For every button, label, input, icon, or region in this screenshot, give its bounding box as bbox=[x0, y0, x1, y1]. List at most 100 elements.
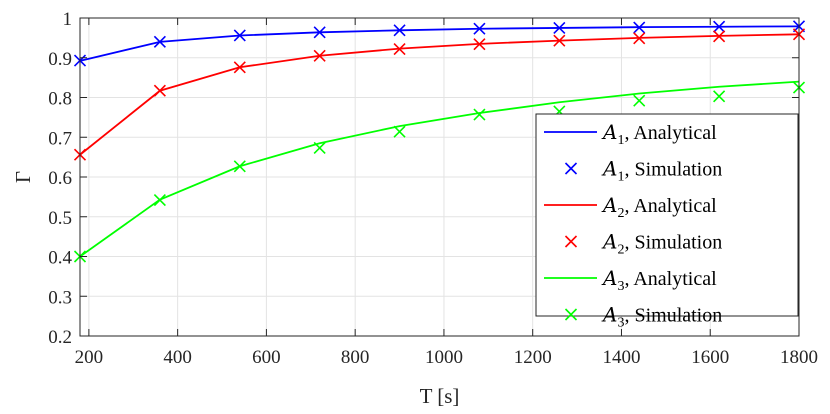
series-marker-2 bbox=[153, 35, 166, 48]
legend-marker-swatch bbox=[564, 162, 578, 175]
series-marker-6-stroke-b bbox=[393, 125, 406, 138]
legend-entry-label: A1, Analytical bbox=[601, 120, 717, 148]
y-tick-label: 0.4 bbox=[48, 248, 72, 269]
series-marker-2 bbox=[713, 20, 726, 33]
legend-entry-subscript: 1 bbox=[617, 133, 624, 148]
series-marker-4-stroke-b bbox=[713, 30, 726, 43]
legend-entry-symbol: A bbox=[601, 193, 617, 217]
legend-entry-symbol: A bbox=[601, 230, 617, 254]
series-marker-4-stroke-b bbox=[553, 34, 566, 47]
y-tick-label: 1 bbox=[63, 9, 73, 30]
series-line-1 bbox=[79, 25, 800, 62]
series-marker-6-stroke-b bbox=[473, 108, 486, 121]
legend-entry-label: A2, Simulation bbox=[601, 230, 722, 258]
legend-entry-label: A2, Analytical bbox=[601, 193, 717, 221]
x-tick-label: 400 bbox=[163, 347, 192, 368]
series-marker-6-stroke-b bbox=[313, 141, 326, 155]
legend-entry-symbol: A bbox=[601, 303, 617, 327]
legend-entry-label: A1, Simulation bbox=[601, 157, 722, 185]
series-marker-6 bbox=[393, 125, 406, 138]
x-tick-label: 200 bbox=[75, 347, 104, 368]
series-marker-4 bbox=[313, 49, 326, 62]
legend-entry-subscript: 1 bbox=[617, 170, 624, 185]
x-tick-label: 1800 bbox=[780, 347, 818, 368]
series-marker-2 bbox=[313, 26, 326, 39]
series-marker-4-stroke-b bbox=[633, 32, 646, 45]
y-tick-label: 0.2 bbox=[48, 327, 72, 348]
series-line-5 bbox=[79, 80, 800, 258]
series-marker-2-stroke-b bbox=[313, 26, 326, 39]
x-tick-label: 600 bbox=[252, 347, 281, 368]
legend-entry-label: A3, Analytical bbox=[601, 266, 717, 294]
series-marker-4-stroke-b bbox=[233, 61, 246, 74]
y-tick-label: 0.6 bbox=[48, 168, 72, 189]
series-marker-4-stroke-b bbox=[313, 49, 326, 62]
y-tick-label: 0.9 bbox=[48, 49, 72, 70]
series-marker-4-stroke-b bbox=[473, 38, 486, 51]
legend-entry-subscript: 3 bbox=[617, 279, 624, 294]
series-marker-2-stroke-b bbox=[393, 24, 406, 37]
legend-entry-text: , Simulation bbox=[624, 159, 722, 181]
series-marker-2-stroke-b bbox=[633, 21, 646, 34]
series-marker-6 bbox=[313, 141, 326, 155]
series-marker-4-stroke-b bbox=[393, 42, 406, 56]
series-marker-2 bbox=[233, 29, 246, 42]
y-tick-label: 0.5 bbox=[48, 208, 72, 229]
series-marker-6-stroke-b bbox=[153, 193, 166, 207]
series-marker-6-stroke-b bbox=[713, 90, 726, 103]
series-marker-6 bbox=[713, 90, 726, 103]
y-tick-label: 0.7 bbox=[48, 128, 72, 149]
series-marker-2-stroke-b bbox=[713, 20, 726, 33]
legend-marker-swatch-stroke-b bbox=[564, 235, 578, 248]
series-marker-6-stroke-b bbox=[233, 160, 246, 173]
legend-entry-text: , Simulation bbox=[624, 232, 722, 254]
legend-entry-subscript: 2 bbox=[617, 206, 624, 221]
legend-entry-text: , Analytical bbox=[624, 122, 717, 144]
series-layer bbox=[73, 20, 806, 263]
legend-marker-swatch-stroke-b bbox=[564, 308, 578, 321]
series-marker-2 bbox=[633, 21, 646, 34]
legend-box bbox=[535, 113, 799, 317]
series-marker-4 bbox=[633, 32, 646, 45]
series-marker-6 bbox=[633, 94, 646, 107]
series-marker-2 bbox=[393, 24, 406, 37]
y-tick-label: 0.3 bbox=[48, 287, 72, 308]
series-marker-4 bbox=[153, 84, 166, 97]
legend-entry-label: A3, Simulation bbox=[601, 303, 722, 331]
legend-entry-subscript: 2 bbox=[617, 243, 624, 258]
series-marker-6 bbox=[233, 160, 246, 173]
x-axis-label: T [s] bbox=[420, 384, 460, 408]
legend-entry-text: , Analytical bbox=[624, 195, 717, 217]
series-marker-4 bbox=[553, 34, 566, 47]
series-marker-2-stroke-b bbox=[553, 21, 566, 35]
x-tick-label: 1400 bbox=[602, 347, 640, 368]
series-line-3 bbox=[79, 33, 800, 156]
series-marker-4 bbox=[713, 30, 726, 43]
y-tick-label: 0.8 bbox=[48, 89, 72, 110]
x-tick-label: 1600 bbox=[691, 347, 729, 368]
legend-marker-swatch-stroke-b bbox=[564, 162, 578, 175]
series-marker-4 bbox=[233, 61, 246, 74]
x-tick-label: 1200 bbox=[514, 347, 552, 368]
legend-marker-swatch bbox=[564, 308, 578, 321]
legend-marker-swatch bbox=[564, 235, 578, 248]
series-marker-2-stroke-b bbox=[153, 35, 166, 48]
legend-entry-subscript: 3 bbox=[617, 316, 624, 331]
series-marker-6 bbox=[473, 108, 486, 121]
series-marker-2-stroke-b bbox=[473, 22, 486, 35]
series-marker-2 bbox=[553, 21, 566, 35]
y-axis-label: Γ bbox=[11, 171, 35, 183]
series-marker-6-stroke-b bbox=[633, 94, 646, 107]
series-marker-4-stroke-b bbox=[153, 84, 166, 97]
series-marker-2 bbox=[473, 22, 486, 35]
legend-entry-symbol: A bbox=[601, 120, 617, 144]
x-tick-label: 1000 bbox=[425, 347, 463, 368]
legend-entry-symbol: A bbox=[601, 157, 617, 181]
series-marker-4 bbox=[473, 38, 486, 51]
legend-entry-text: , Analytical bbox=[624, 268, 717, 290]
series-marker-2-stroke-b bbox=[233, 29, 246, 42]
series-marker-4 bbox=[393, 42, 406, 56]
series-marker-6 bbox=[153, 193, 166, 207]
